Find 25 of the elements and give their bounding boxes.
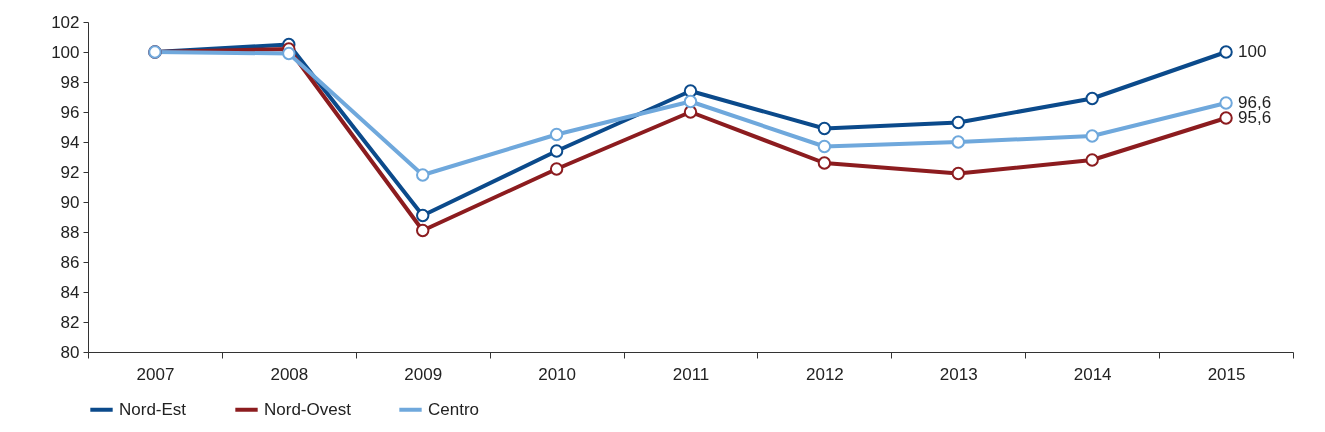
x-tick-label: 2007 [136,364,175,384]
x-tick-label: 2015 [1207,364,1246,384]
data-label: 100 [1238,42,1267,61]
legend-label: Nord-Ovest [264,399,352,419]
y-tick-label: 90 [60,192,80,212]
x-tick-label: 2013 [939,364,978,384]
legend-label: Centro [428,399,480,419]
x-tick-label: 2010 [538,364,577,384]
y-tick-label: 80 [60,342,80,362]
y-tick-label: 96 [60,102,80,122]
y-tick-label: 92 [60,162,80,182]
legend-label: Nord-Est [119,399,187,419]
x-tick-label: 2008 [270,364,309,384]
y-tick-label: 82 [60,312,80,332]
y-tick-label: 100 [51,42,80,62]
y-tick-label: 84 [60,282,80,302]
y-tick-label: 98 [60,72,80,92]
x-tick-label: 2012 [805,364,844,384]
y-tick-label: 86 [60,252,80,272]
x-tick-label: 2009 [404,364,443,384]
y-tick-label: 94 [60,132,80,152]
x-tick-label: 2011 [672,364,710,384]
y-tick-label: 102 [51,12,80,32]
y-tick-label: 88 [60,222,80,242]
x-tick-label: 2014 [1073,364,1112,384]
